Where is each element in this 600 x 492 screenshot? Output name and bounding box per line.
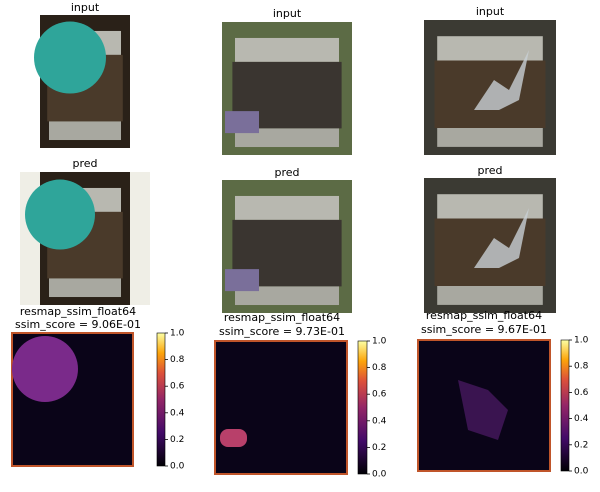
chip-end [49,121,121,141]
colorbar-tick-label: 0.8 [170,355,185,365]
chip-end [235,37,339,62]
heat-blob [220,429,247,447]
colorbar-tick-label: 0.2 [170,435,184,445]
colorbar [560,339,570,472]
chip-end [235,286,339,306]
colorbar-tick-label: 0.8 [372,363,387,373]
pred-title: pred [72,157,97,170]
colorbar-tick-label: 0.6 [372,390,387,400]
colorbar-tick-label: 0.2 [372,443,386,453]
colorbar-tick-label: 0.6 [170,382,185,392]
heatmap [214,340,348,475]
colorbar-tick-label: 0.0 [574,467,589,477]
defect [34,21,106,94]
chip-end [437,128,543,147]
colorbar-tick-label: 0.4 [372,416,387,426]
input-title: input [476,5,505,18]
colorbar-tick-label: 0.0 [372,470,387,480]
heat-blob [458,380,508,440]
pred-title: pred [274,166,299,179]
chip-end [49,278,121,298]
colorbar-tick-label: 0.8 [574,362,589,372]
ssim-score: ssim_score = 9.67E-01 [421,323,547,336]
ssim-score: ssim_score = 9.06E-01 [15,318,141,331]
colorbar [357,340,368,475]
defect [25,179,95,250]
colorbar-tick-label: 0.2 [574,440,588,450]
defect [474,50,529,110]
colorbar-tick-label: 0.4 [170,408,185,418]
input-title: input [273,7,302,20]
colorbar-tick-label: 1.0 [372,337,387,347]
colorbar-tick-label: 0.6 [574,388,589,398]
colorbar-tick-label: 0.0 [170,462,185,472]
chip-end [437,194,543,219]
input-title: input [71,1,100,14]
chip-end [437,36,543,61]
pred-title: pred [477,164,502,177]
defect [474,208,529,268]
colorbar-tick-label: 1.0 [170,329,185,339]
resmap-title: resmap_ssim_float64 [224,311,340,324]
ssim-score: ssim_score = 9.73E-01 [219,325,345,338]
resmap-title: resmap_ssim_float64 [20,305,136,318]
colorbar-tick-label: 1.0 [574,336,589,346]
chip-end [235,195,339,220]
defect [225,111,259,134]
colorbar [156,332,166,467]
chip-end [235,128,339,148]
heat-blob [12,336,78,402]
chip-end [437,286,543,305]
resmap-title: resmap_ssim_float64 [426,309,542,322]
colorbar-tick-label: 0.4 [574,414,589,424]
defect [225,269,259,292]
